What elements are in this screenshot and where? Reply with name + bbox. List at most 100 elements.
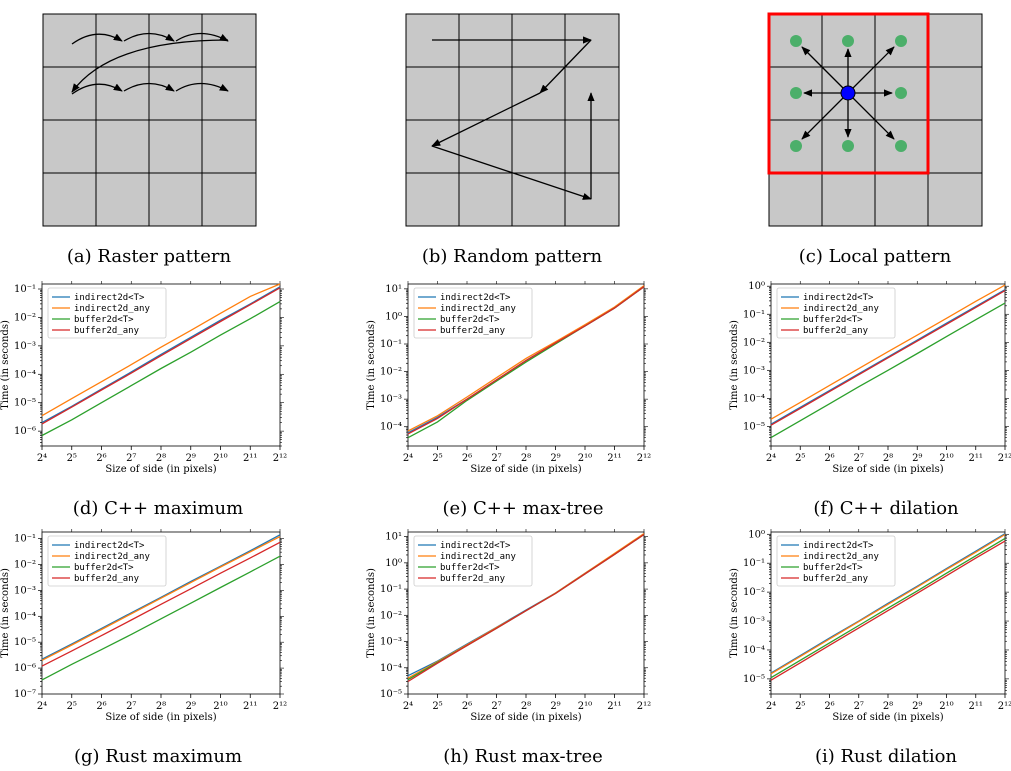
x-tick-label: 2¹¹ <box>607 453 621 464</box>
legend-box <box>413 287 533 339</box>
caption-b: (b) Random pattern <box>422 246 603 267</box>
random-arrow <box>539 39 592 94</box>
y-tick-label: 10⁻⁵ <box>380 689 402 700</box>
x-tick-label: 2¹⁰ <box>213 701 227 712</box>
series-line <box>770 302 1006 439</box>
x-tick-label: 2⁵ <box>67 453 77 464</box>
chart-cpp-dilation: 2⁴ 2⁵ 2⁶ 2⁷ 2⁸ 2⁹ 2¹⁰ 2¹¹ 2¹² 10⁻⁵ 10⁻⁴ 10⁻³ 10⁻² 10⁻… <box>729 281 1011 475</box>
neighbor-dot <box>842 140 854 152</box>
series-line <box>770 289 1006 425</box>
y-tick-label: 10⁻² <box>14 560 36 571</box>
raster-arrow <box>123 32 175 42</box>
neighbor-dot <box>842 35 854 47</box>
y-tick-label: 10⁻³ <box>380 394 402 405</box>
x-tick-label: 2⁶ <box>824 701 834 712</box>
legend-label: indirect2d<T> <box>440 541 511 551</box>
y-tick-label: 10⁻⁴ <box>743 645 765 656</box>
series-line <box>407 285 645 432</box>
y-tick-label: 10⁰ <box>748 529 765 540</box>
x-tick-label: 2⁸ <box>521 453 531 464</box>
x-tick-label: 2⁵ <box>432 453 442 464</box>
series-line <box>41 283 281 417</box>
y-tick-label: 10⁰ <box>385 311 402 322</box>
x-tick-label: 2⁴ <box>37 453 47 464</box>
x-tick-label: 2⁷ <box>491 453 501 464</box>
series-line <box>770 284 1006 420</box>
series-line <box>41 301 281 437</box>
x-tick-label: 2¹² <box>273 453 287 464</box>
x-tick-label: 2¹¹ <box>607 701 621 712</box>
x-tick-label: 2⁸ <box>883 453 893 464</box>
series-line <box>41 286 281 424</box>
x-tick-label: 2⁴ <box>766 453 776 464</box>
caption-i: (i) Rust dilation <box>815 746 957 767</box>
y-axis-label: Time (in seconds) <box>729 568 740 658</box>
raster-arrow <box>123 82 175 92</box>
series-line <box>41 534 281 660</box>
caption-d: (d) C++ maximum <box>73 498 243 519</box>
legend-label: indirect2d_any <box>440 304 516 314</box>
x-axis-label: Size of side (in pixels) <box>832 712 943 723</box>
y-tick-label: 10⁻¹ <box>14 284 36 295</box>
y-tick-label: 10⁻¹ <box>743 309 765 320</box>
y-tick-label: 10⁻⁴ <box>380 663 402 674</box>
y-tick-label: 10⁻⁴ <box>380 422 402 433</box>
caption-c: (c) Local pattern <box>799 246 952 267</box>
legend-label: indirect2d_any <box>803 552 879 562</box>
y-tick-label: 10⁻⁵ <box>14 637 36 648</box>
x-tick-label: 2⁵ <box>795 701 805 712</box>
legend-label: buffer2d_any <box>74 326 140 336</box>
y-tick-label: 10⁻³ <box>380 637 402 648</box>
local-arrow <box>847 92 895 140</box>
neighbor-dot <box>790 87 802 99</box>
x-tick-label: 2⁶ <box>462 701 472 712</box>
raster-arrow <box>175 82 229 92</box>
neighbor-dot <box>895 35 907 47</box>
y-tick-label: 10⁻⁷ <box>14 689 36 700</box>
chart-rust-dilation: 2⁴ 2⁵ 2⁶ 2⁷ 2⁸ 2⁹ 2¹⁰ 2¹¹ 2¹² 10⁻⁵ 10⁻⁴ 10⁻³ 10⁻² 10⁻… <box>729 529 1011 723</box>
x-tick-label: 2⁴ <box>766 701 776 712</box>
series-line <box>41 541 281 667</box>
legend-label: buffer2d<T> <box>440 315 500 325</box>
x-tick-label: 2⁹ <box>550 701 560 712</box>
legend-label: buffer2d_any <box>803 326 869 336</box>
x-tick-label: 2¹⁰ <box>578 701 592 712</box>
x-tick-label: 2⁴ <box>403 701 413 712</box>
random-pattern-diagram: (b) Random pattern <box>405 13 620 267</box>
neighbor-dot <box>790 140 802 152</box>
x-tick-label: 2⁹ <box>912 453 922 464</box>
legend-label: buffer2d_any <box>803 574 869 584</box>
neighbor-dot <box>895 140 907 152</box>
x-tick-label: 2⁹ <box>912 701 922 712</box>
chart-cpp-max-tree: 2⁴ 2⁵ 2⁶ 2⁷ 2⁸ 2⁹ 2¹⁰ 2¹¹ 2¹² 10⁻⁴ 10⁻³ 10⁻² 10⁻¹ 10⁰… <box>366 281 651 475</box>
legend-label: indirect2d_any <box>74 552 150 562</box>
raster-arrow <box>71 83 123 95</box>
y-tick-label: 10⁰ <box>385 558 402 569</box>
caption-g: (g) Rust maximum <box>74 746 242 767</box>
series-line <box>41 536 281 661</box>
random-arrow <box>431 145 592 200</box>
y-tick-label: 10⁻¹ <box>743 558 765 569</box>
legend-box <box>776 535 896 587</box>
legend-label: buffer2d_any <box>74 574 140 584</box>
raster-arrow <box>71 33 123 45</box>
legend-label: indirect2d_any <box>74 304 150 314</box>
series-line <box>770 533 1006 675</box>
legend-label: buffer2d<T> <box>440 563 500 573</box>
legend-label: indirect2d<T> <box>803 293 874 303</box>
legend-label: buffer2d<T> <box>74 315 134 325</box>
legend-label: buffer2d_any <box>440 574 506 584</box>
x-tick-label: 2⁶ <box>824 453 834 464</box>
x-tick-label: 2¹⁰ <box>939 453 953 464</box>
y-tick-label: 10⁻² <box>380 367 402 378</box>
caption-h: (h) Rust max-tree <box>443 746 603 767</box>
x-tick-label: 2⁶ <box>96 701 106 712</box>
x-tick-label: 2⁵ <box>432 701 442 712</box>
x-tick-label: 2¹² <box>637 701 651 712</box>
neighbor-dot <box>895 87 907 99</box>
y-tick-label: 10⁻⁵ <box>743 421 765 432</box>
y-axis-label: Time (in seconds) <box>366 568 377 658</box>
y-tick-label: 10⁻² <box>743 337 765 348</box>
y-tick-label: 10⁰ <box>748 281 765 292</box>
